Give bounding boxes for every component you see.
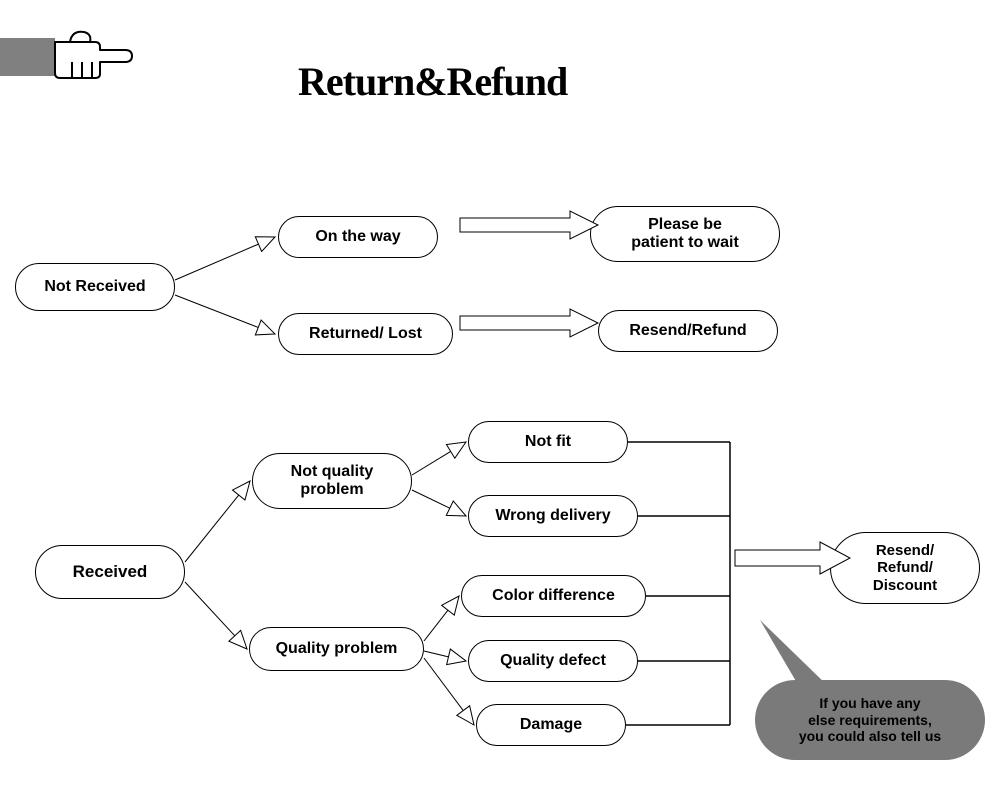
- arrow-line: [424, 658, 463, 711]
- node-color-diff: Color difference: [461, 575, 646, 617]
- node-label: Wrong delivery: [495, 507, 610, 525]
- arrow-line: [175, 295, 258, 327]
- node-damage: Damage: [476, 704, 626, 746]
- node-label: Not qualityproblem: [291, 463, 374, 500]
- node-quality-defect: Quality defect: [468, 640, 638, 682]
- node-received: Received: [35, 545, 185, 599]
- node-not-fit: Not fit: [468, 421, 628, 463]
- flowchart-stage: Return&Refund Not Received On the way Retu…: [0, 0, 1000, 792]
- node-not-received: Not Received: [15, 263, 175, 311]
- node-label: Damage: [520, 716, 582, 734]
- node-on-the-way: On the way: [278, 216, 438, 258]
- node-quality: Quality problem: [249, 627, 424, 671]
- node-not-quality: Not qualityproblem: [252, 453, 412, 509]
- node-label: Returned/ Lost: [309, 325, 422, 343]
- node-label: Quality problem: [276, 640, 398, 658]
- arrow-head: [446, 442, 466, 458]
- arrow-head: [457, 706, 474, 725]
- node-resend-refund2: Resend/Refund/Discount: [830, 532, 980, 604]
- arrow-line: [175, 244, 258, 280]
- arrow-head: [255, 237, 275, 252]
- arrow-line: [424, 651, 448, 657]
- pointing-hand-icon: [0, 20, 135, 90]
- arrow-head: [232, 481, 250, 500]
- node-label: Resend/Refund/Discount: [873, 542, 937, 594]
- arrow-head: [229, 630, 247, 649]
- arrow-line: [412, 490, 450, 508]
- arrow-line: [185, 495, 239, 562]
- node-wrong-delivery: Wrong delivery: [468, 495, 638, 537]
- callout-tail: [760, 620, 830, 688]
- node-label: Not Received: [44, 278, 145, 296]
- arrow-head: [447, 649, 466, 665]
- node-label: Color difference: [492, 587, 615, 605]
- arrow-head: [255, 320, 275, 335]
- node-returned-lost: Returned/ Lost: [278, 313, 453, 355]
- callout-bubble: If you have anyelse requirements,you cou…: [755, 680, 985, 760]
- node-label: Quality defect: [500, 652, 606, 670]
- arrow-head: [446, 501, 466, 516]
- arrow-line: [185, 582, 235, 636]
- node-please-wait: Please bepatient to wait: [590, 206, 780, 262]
- arrow-line: [424, 610, 448, 641]
- block-arrow: [460, 309, 598, 337]
- callout-text: If you have anyelse requirements,you cou…: [799, 695, 941, 745]
- block-arrow: [460, 211, 598, 239]
- arrow-head: [442, 596, 459, 615]
- node-label: Received: [73, 562, 148, 582]
- node-label: Not fit: [525, 433, 571, 451]
- page-title: Return&Refund: [298, 58, 567, 105]
- node-resend-refund1: Resend/Refund: [598, 310, 778, 352]
- node-label: Please bepatient to wait: [631, 216, 739, 253]
- node-label: On the way: [315, 228, 400, 246]
- arrow-line: [412, 451, 451, 475]
- node-label: Resend/Refund: [629, 322, 746, 340]
